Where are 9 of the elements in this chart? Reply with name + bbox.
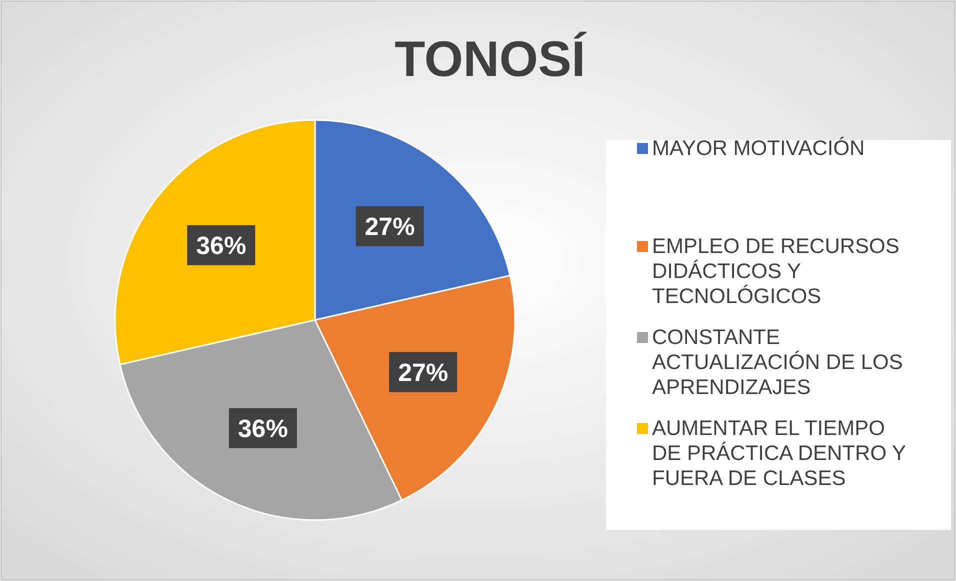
chart-title: TONOSÍ bbox=[394, 31, 586, 87]
legend-label: CONSTANTE ACTUALIZACIÓN DE LOS APRENDIZAJES bbox=[652, 326, 903, 399]
data-label: 27% bbox=[364, 213, 415, 242]
data-label: 36% bbox=[196, 232, 246, 260]
legend-label: EMPLEO DE RECURSOS DIDÁCTICOS Y TECNOLÓGICOS bbox=[652, 235, 900, 308]
data-label: 27% bbox=[398, 359, 448, 388]
data-label: 36% bbox=[238, 415, 288, 444]
legend-label: AUMENTAR EL TIEMPO DE PRÁCTICA DENTRO Y FUERA DE CLASES bbox=[652, 417, 906, 490]
legend-label: MAYOR MOTIVACIÓN bbox=[652, 136, 865, 160]
